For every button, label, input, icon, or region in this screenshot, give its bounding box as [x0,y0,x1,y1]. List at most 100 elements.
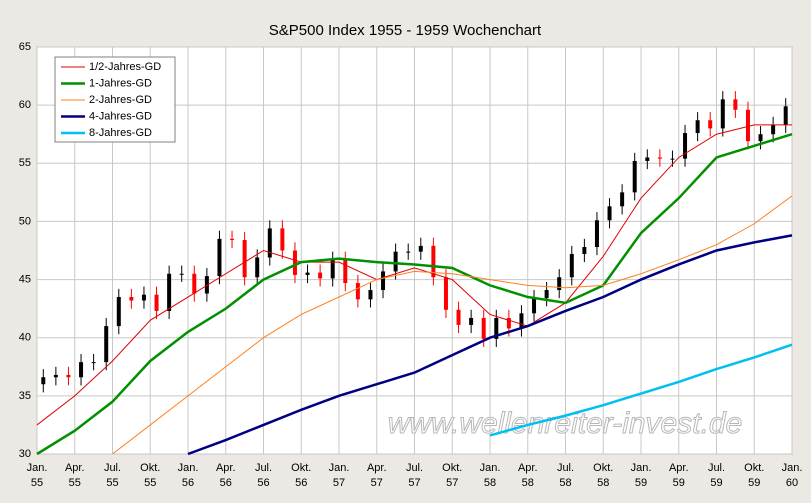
candle-body [104,326,109,363]
candle-body [280,228,285,251]
moving-average-line [36,133,793,456]
x-tick-label: 59 [673,477,685,489]
y-tick-label: 45 [19,273,31,285]
candle-body [141,294,146,301]
candle-body [620,192,625,207]
x-tick-label: Jul. [708,462,725,474]
candle-body [720,99,725,129]
candle-body [494,317,499,339]
candle-body [381,271,386,291]
candle-body [582,247,587,254]
candle-body [116,297,121,327]
x-tick-label: 59 [635,477,647,489]
candle-body [192,273,197,294]
x-tick-label: Jan. [782,462,803,474]
candle-body [481,317,486,339]
candle-body [532,298,537,314]
x-tick-label: Jan. [631,462,652,474]
x-tick-label: Jan. [27,462,48,474]
candle-body [783,106,788,125]
candle-body [79,362,84,378]
candle-body [519,313,524,329]
candle-body [456,309,461,325]
x-tick-label: 55 [69,477,81,489]
x-tick-label: Okt. [442,462,462,474]
x-tick-label: Jul. [255,462,272,474]
candle-body [330,259,335,279]
x-tick-label: 56 [220,477,232,489]
y-tick-label: 35 [19,390,31,402]
candle-body [771,124,776,135]
x-tick-label: Okt. [744,462,764,474]
candle-body [443,277,448,310]
x-tick-label: Jan. [329,462,350,474]
legend-label: 4-Jahres-GD [89,110,152,122]
candle-body [255,257,260,278]
candle-body [368,290,373,300]
x-tick-label: Apr. [65,462,85,474]
candle-body [66,374,71,378]
legend-label: 1-Jahres-GD [89,77,152,89]
candle-body [393,251,398,272]
x-tick-label: Apr. [367,462,387,474]
x-tick-label: 56 [257,477,269,489]
candle-body [242,240,247,278]
candle-body [406,251,411,253]
x-tick-label: 57 [446,477,458,489]
y-tick-label: 40 [19,332,31,344]
x-tick-label: Okt. [291,462,311,474]
x-tick-label: 57 [408,477,420,489]
x-tick-label: 55 [106,477,118,489]
x-tick-label: Apr. [669,462,689,474]
candle-body [91,362,96,364]
candle-body [179,273,184,275]
candle-body [217,238,222,277]
x-tick-label: Jan. [178,462,199,474]
candle-body [305,272,310,275]
candle-body [670,158,675,160]
candle-body [695,120,700,134]
x-tick-label: Jul. [406,462,423,474]
candle-body [355,283,360,300]
x-tick-label: 56 [295,477,307,489]
x-tick-label: 60 [786,477,798,489]
candle-body [506,317,511,329]
x-tick-label: Jan. [480,462,501,474]
candle-body [683,133,688,159]
candle-body [569,253,574,278]
x-tick-label: 58 [484,477,496,489]
x-tick-label: Okt. [140,462,160,474]
x-tick-label: 58 [559,477,571,489]
candle-body [167,273,172,311]
x-tick-label: Apr. [216,462,236,474]
x-tick-label: 59 [748,477,760,489]
x-tick-label: Apr. [518,462,538,474]
x-tick-label: 55 [31,477,43,489]
x-tick-label: Okt. [593,462,613,474]
y-tick-label: 55 [19,157,31,169]
candle-body [632,160,637,193]
moving-average-line [36,124,792,426]
candle-body [431,245,436,278]
candle-body [129,297,134,301]
y-tick-label: 30 [19,448,31,460]
candle-body [343,259,348,284]
candle-body [544,290,549,299]
candle-body [594,220,599,248]
y-tick-label: 65 [19,41,31,53]
candle-body [733,99,738,110]
legend-label: 2-Jahres-GD [89,94,152,106]
candle-body [758,134,763,142]
candle-body [154,294,159,311]
watermark: www.wellenreiter-invest.de [388,407,743,440]
moving-average-line [489,343,793,437]
candle-body [41,377,46,385]
candle-body [469,317,474,325]
candle-body [53,374,58,378]
x-tick-label: 55 [144,477,156,489]
candle-body [418,245,423,252]
x-tick-label: Jul. [104,462,121,474]
legend-label: 8-Jahres-GD [89,127,152,139]
